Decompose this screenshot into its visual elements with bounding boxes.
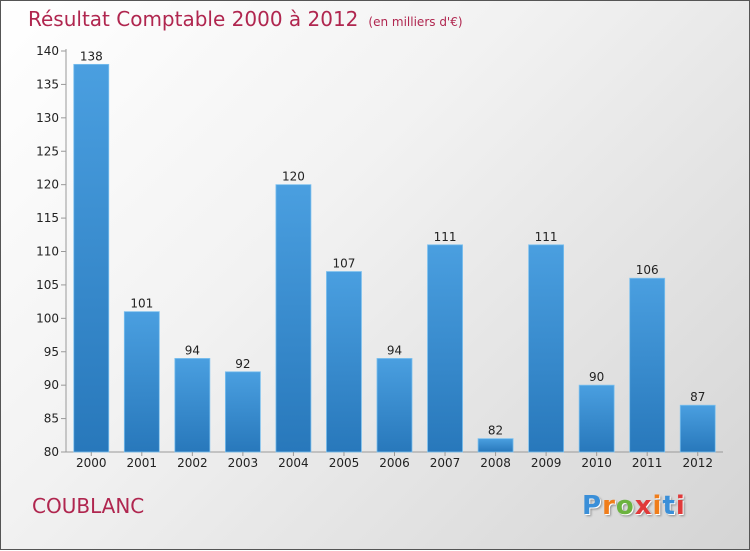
- bar: [578, 384, 615, 453]
- x-tick-label: 2012: [682, 456, 713, 470]
- logo-letter: P: [582, 491, 603, 521]
- y-tick-label: 80: [44, 445, 59, 459]
- y-tick-label: 95: [44, 345, 59, 359]
- proxiti-logo: Proxiti: [582, 491, 686, 521]
- y-tick-label: 135: [36, 77, 59, 91]
- y-tick-label: 115: [36, 211, 59, 225]
- logo-letter: i: [675, 491, 686, 521]
- chart-subtitle: (en milliers d'€): [368, 15, 463, 29]
- bar: [629, 277, 666, 453]
- data-label: 111: [434, 230, 457, 244]
- x-tick-label: 2006: [379, 456, 410, 470]
- data-label: 120: [282, 170, 305, 184]
- bar: [326, 271, 362, 453]
- bar: [73, 63, 110, 453]
- data-label: 101: [130, 297, 153, 311]
- y-tick-label: 100: [36, 311, 59, 325]
- y-tick-label: 130: [36, 111, 59, 125]
- y-tick-label: 90: [44, 378, 59, 392]
- chart-title: Résultat Comptable 2000 à 2012 (en millie…: [28, 7, 463, 31]
- x-tick-label: 2009: [531, 456, 562, 470]
- x-tick-label: 2000: [76, 456, 107, 470]
- data-label: 82: [488, 424, 503, 438]
- logo-letter: r: [602, 491, 616, 521]
- x-tick-label: 2002: [177, 456, 208, 470]
- bar: [477, 438, 514, 453]
- logo-letter: o: [615, 491, 635, 521]
- y-tick-label: 140: [36, 44, 59, 58]
- x-tick-label: 2010: [581, 456, 612, 470]
- y-tick-label: 105: [36, 278, 59, 292]
- data-label: 92: [235, 357, 250, 371]
- bar: [679, 404, 716, 453]
- x-tick-label: 2008: [480, 456, 511, 470]
- data-label: 90: [589, 370, 604, 384]
- x-tick-label: 2001: [127, 456, 158, 470]
- bar: [275, 184, 312, 453]
- y-tick-label: 120: [36, 178, 59, 192]
- bar: [376, 358, 413, 453]
- bar: [224, 371, 261, 453]
- place-name: COUBLANC: [32, 494, 145, 518]
- x-tick-label: 2003: [228, 456, 259, 470]
- data-label: 94: [387, 343, 402, 357]
- bar: [427, 244, 463, 453]
- data-label: 106: [636, 263, 659, 277]
- y-tick-label: 125: [36, 144, 59, 158]
- x-tick-label: 2004: [278, 456, 309, 470]
- data-label: 111: [535, 230, 558, 244]
- title-text: Résultat Comptable 2000 à 2012: [28, 7, 359, 31]
- logo-letter: i: [652, 491, 663, 521]
- x-tick-label: 2011: [632, 456, 663, 470]
- bar: [528, 244, 565, 453]
- x-tick-label: 2005: [329, 456, 360, 470]
- y-tick-label: 85: [44, 412, 59, 426]
- data-label: 107: [333, 257, 356, 271]
- data-label: 138: [80, 49, 103, 63]
- data-label: 87: [690, 390, 705, 404]
- bar: [174, 358, 211, 453]
- data-label: 94: [185, 343, 200, 357]
- logo-letter: t: [662, 491, 676, 521]
- x-tick-label: 2007: [430, 456, 461, 470]
- logo-letter: x: [634, 491, 653, 521]
- y-tick-label: 110: [36, 245, 59, 259]
- bar: [123, 311, 160, 453]
